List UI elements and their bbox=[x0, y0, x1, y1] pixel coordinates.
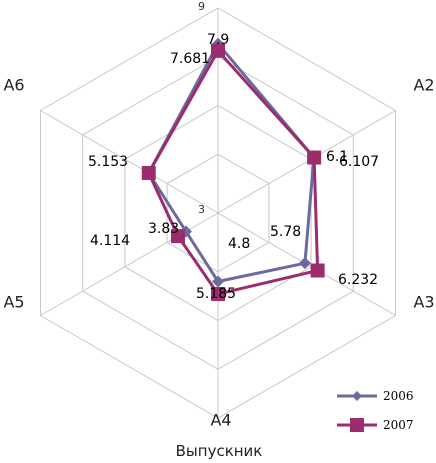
data-point-2007-4 bbox=[170, 229, 185, 244]
tick-labels: 39 bbox=[198, 0, 205, 216]
axis-label-a4: A4 bbox=[210, 411, 231, 430]
data-point-2007-3 bbox=[211, 287, 225, 302]
series-line-2007 bbox=[147, 49, 320, 296]
tick-label-max: 9 bbox=[198, 0, 205, 13]
data-point-2006-2 bbox=[298, 257, 311, 270]
data-label-2007-1: 6.107 bbox=[339, 154, 379, 170]
data-label-2007-0: 7.681 bbox=[170, 51, 210, 67]
tick-label-min: 3 bbox=[198, 203, 205, 216]
legend-label-2007: 2007 bbox=[383, 418, 414, 432]
data-label-2006-5: 5.153 bbox=[88, 154, 128, 170]
data-point-2007-5 bbox=[141, 166, 156, 181]
series-group bbox=[141, 37, 325, 302]
data-label-2007-4: 4.114 bbox=[90, 233, 130, 249]
axis-label-a2: A2 bbox=[413, 76, 434, 95]
data-point-2007-1 bbox=[307, 150, 322, 165]
grid-spoke bbox=[217, 110, 396, 214]
data-labels: 7.9 6.1 5.78 4.8 3.83 5.153 7.681 6.107 6.232 5.1… bbox=[88, 32, 379, 302]
axis-labels: A2 A3 A4 A5 A6 bbox=[3, 76, 434, 430]
radar-grid bbox=[40, 7, 396, 419]
data-point-2007-2 bbox=[310, 263, 325, 278]
x-axis-title: Выпускник bbox=[176, 442, 263, 460]
axis-label-a5: A5 bbox=[3, 293, 24, 312]
axis-label-a3: A3 bbox=[413, 293, 434, 312]
legend: 2006 2007 bbox=[337, 389, 414, 432]
data-label-2007-3: 5.185 bbox=[196, 286, 236, 302]
legend-marker-2006 bbox=[352, 391, 362, 401]
axis-label-a6: A6 bbox=[3, 76, 24, 95]
grid-spoke bbox=[40, 212, 219, 316]
data-label-2006-2: 5.78 bbox=[270, 224, 301, 240]
grid-spoke bbox=[40, 110, 219, 214]
data-label-2006-0: 7.9 bbox=[207, 32, 229, 48]
legend-marker-2007 bbox=[350, 418, 364, 432]
data-label-2006-1: 6.1 bbox=[326, 149, 348, 165]
data-label-2007-2: 6.232 bbox=[338, 272, 378, 288]
data-label-2006-3: 4.8 bbox=[228, 236, 250, 252]
legend-label-2006: 2006 bbox=[383, 389, 414, 403]
data-label-2006-4: 3.83 bbox=[148, 221, 179, 237]
data-point-2007-0 bbox=[211, 43, 225, 58]
data-point-2006-3 bbox=[212, 275, 224, 288]
